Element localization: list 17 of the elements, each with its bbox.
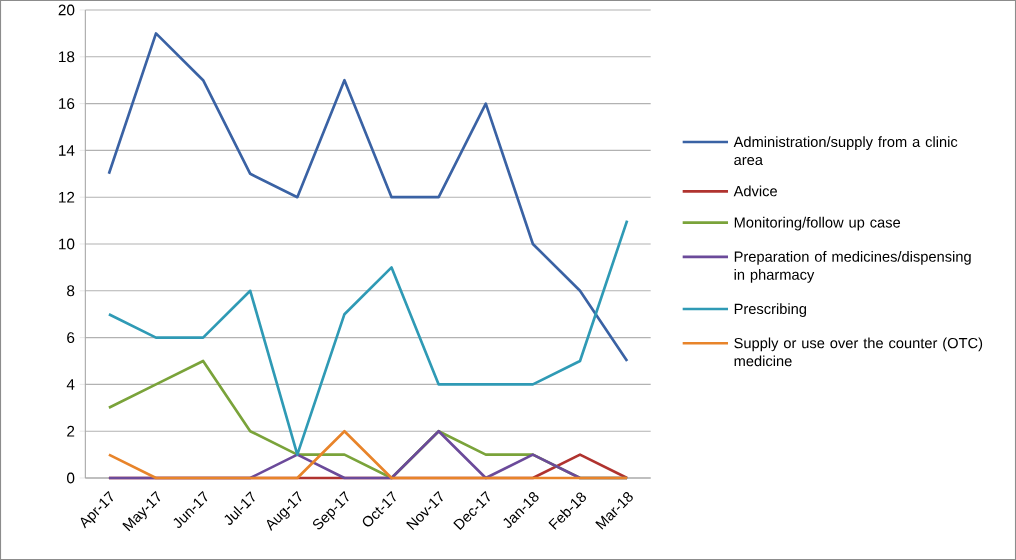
y-tick-label: 6 (67, 332, 75, 344)
legend-label: Preparation of medicines/dispensing in pharmacy (734, 251, 971, 283)
legend-label: Advice (733, 185, 777, 197)
y-tick-label: 0 (67, 472, 75, 484)
y-tick-label: 18 (59, 51, 75, 63)
y-tick-label: 20 (58, 4, 75, 16)
legend-label: Supply or use over the counter (OTC) medicine (734, 337, 983, 367)
y-tick-label: 12 (59, 191, 75, 203)
legend-label: Monitoring/follow up case (734, 216, 901, 231)
y-tick-label: 8 (67, 285, 75, 297)
y-tick-label: 2 (67, 425, 75, 437)
y-tick-label: 14 (59, 145, 75, 156)
legend-label: Administration/supply from a clinic area (733, 136, 958, 166)
y-tick-label: 16 (59, 98, 75, 110)
y-tick-label: 10 (59, 238, 75, 250)
y-tick-label: 4 (66, 379, 75, 390)
legend-label: Prescribing (734, 303, 807, 317)
